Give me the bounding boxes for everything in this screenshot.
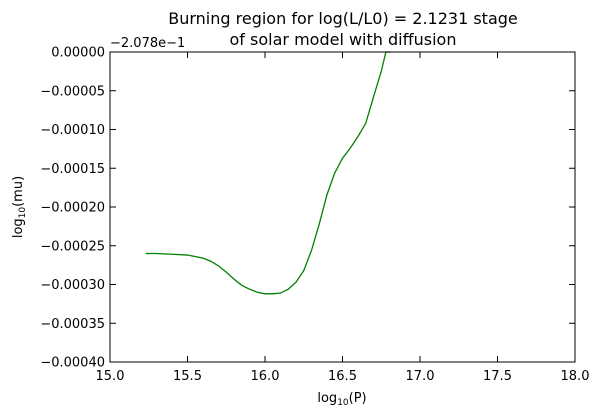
y-tick-label: −0.00035 <box>40 317 105 332</box>
x-axis-label-base: log <box>317 391 337 406</box>
y-tick-label: −0.00040 <box>40 356 105 371</box>
y-tick-label: −0.00025 <box>40 239 105 254</box>
ticks-layer: 15.0 15.5 16.0 16.5 17.0 17.5 18.0 0.00000 −0.00… <box>40 46 589 385</box>
series-layer <box>145 51 391 295</box>
y-tick-label: −0.00015 <box>40 162 105 177</box>
y-tick-label: −0.00010 <box>40 123 105 138</box>
x-tick-label: 17.0 <box>406 369 435 384</box>
y-tick-label: 0.00000 <box>51 46 105 61</box>
x-tick-label: 18.0 <box>561 369 590 384</box>
y-axis-label: log10(mu) <box>11 176 28 238</box>
chart-title-line-2: of solar model with diffusion <box>230 30 457 49</box>
chart-title-line-1: Burning region for log(L/L0) = 2.1231 st… <box>168 9 518 28</box>
y-axis-offset-label: −2.078e−1 <box>110 36 185 51</box>
x-axis-label-rest: (P) <box>349 391 367 406</box>
y-tick-label: −0.00005 <box>40 84 105 99</box>
x-tick-label: 16.5 <box>328 369 357 384</box>
x-tick-label: 16.0 <box>251 369 280 384</box>
series-line-0 <box>145 51 391 295</box>
y-tick-label: −0.00020 <box>40 201 105 216</box>
x-axis-label: log10(P) <box>317 391 366 408</box>
x-tick-label: 17.5 <box>483 369 512 384</box>
x-axis-label-sub: 10 <box>337 398 349 408</box>
x-tick-label: 15.0 <box>96 369 125 384</box>
y-tick-label: −0.00030 <box>40 278 105 293</box>
y-axis-label-rest: (mu) <box>11 176 26 207</box>
plot-frame <box>109 51 576 363</box>
y-axis-label-sub: 10 <box>18 207 28 219</box>
x-tick-label: 15.5 <box>173 369 202 384</box>
y-axis-label-base: log <box>11 218 26 238</box>
